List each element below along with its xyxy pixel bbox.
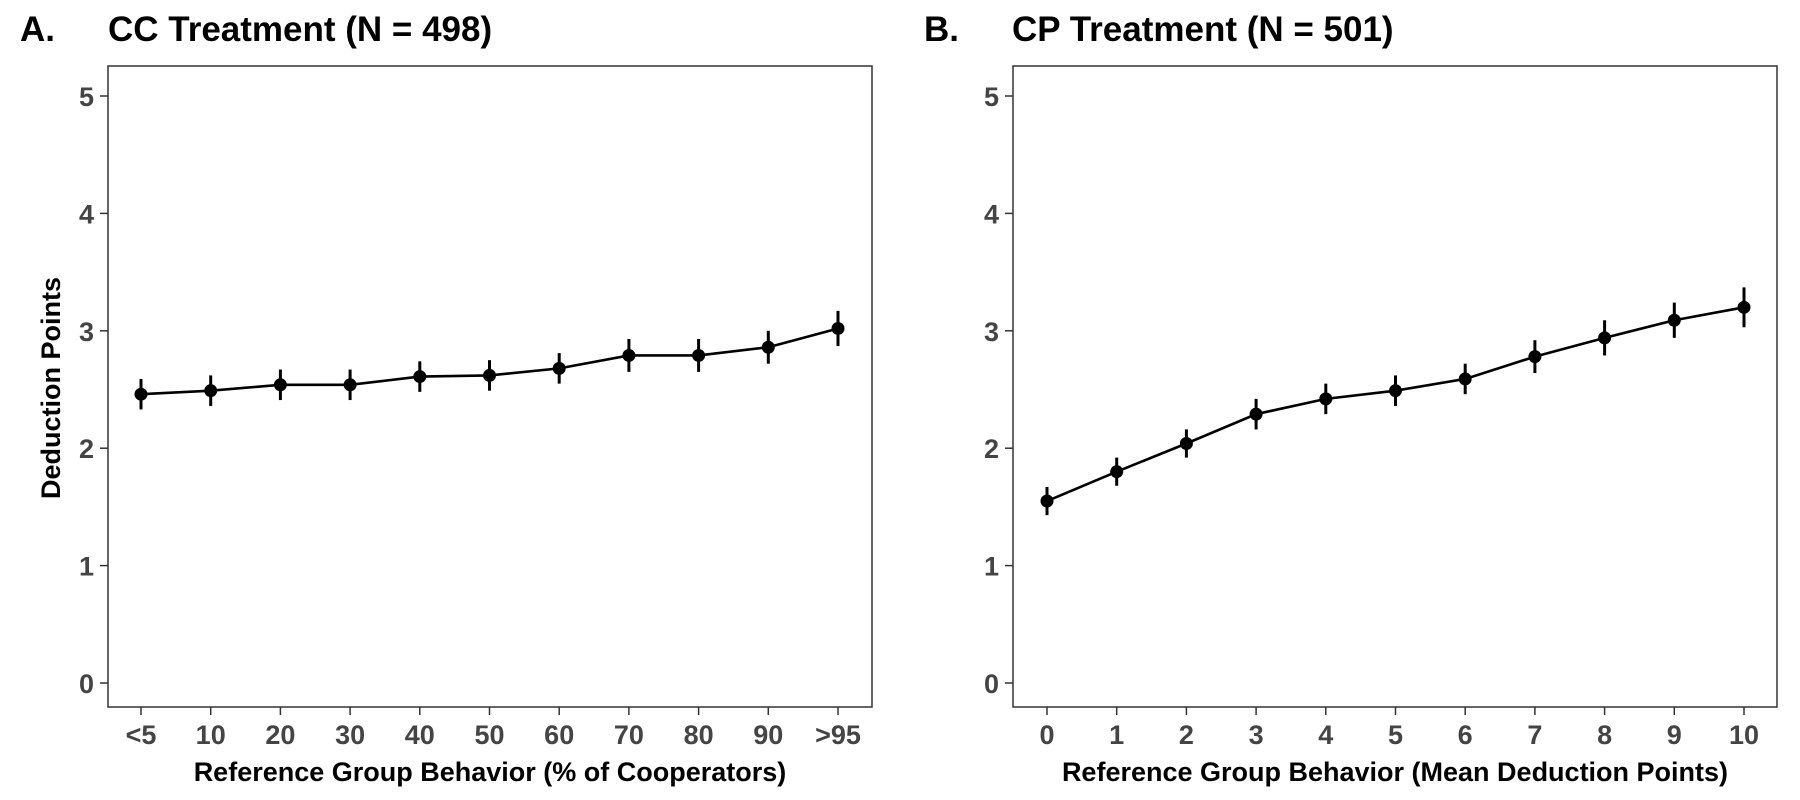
panel-b-data-point: [1179, 437, 1193, 451]
panel-a-data-point: [413, 370, 427, 384]
panel-a-y-ticks: 0 1 2 3 4 5: [79, 82, 108, 699]
panel-a-data-point: [273, 378, 287, 392]
panel-b-y-tick-label: 0: [984, 669, 999, 699]
panel-b-x-axis-title: Reference Group Behavior (Mean Deduction…: [1062, 757, 1728, 787]
panel-b-y-ticks: 0 1 2 3 4 5: [984, 82, 1013, 699]
panel-b-data-point: [1458, 372, 1472, 386]
panel-a-title: CC Treatment (N = 498): [108, 10, 492, 49]
panel-a-y-tick-label: 3: [79, 317, 94, 347]
panel-b-x-tick-label: 0: [1039, 720, 1054, 750]
panel-a-data-point: [204, 384, 218, 398]
panel-a-x-tick-label: 20: [265, 720, 295, 750]
panel-a-data-point: [343, 378, 357, 392]
panel-b-x-tick-label: 5: [1388, 720, 1403, 750]
panel-a-y-tick-label: 1: [79, 552, 94, 582]
panel-b-y-tick-label: 4: [984, 199, 999, 229]
panel-b-y-tick-label: 5: [984, 82, 999, 112]
panel-b-y-tick-label: 3: [984, 317, 999, 347]
panel-a: A. CC Treatment (N = 498) Deduction Poin…: [20, 10, 873, 787]
panel-b-data-point: [1737, 300, 1751, 314]
panel-b-data-point: [1040, 494, 1054, 508]
panel-a-x-tick-label: <5: [126, 720, 157, 750]
panel-a-y-tick-label: 4: [79, 199, 94, 229]
panel-b-title: CP Treatment (N = 501): [1012, 10, 1394, 49]
panel-a-data-point: [831, 321, 845, 335]
panel-b-x-tick-label: 7: [1527, 720, 1542, 750]
panel-b-x-tick-label: 10: [1729, 720, 1759, 750]
panel-a-x-tick-label: 70: [614, 720, 644, 750]
panel-b-data-point: [1667, 313, 1681, 327]
panel-a-y-tick-label: 5: [79, 82, 94, 112]
panel-a-x-tick-label: 50: [474, 720, 504, 750]
panel-b-x-tick-label: 8: [1597, 720, 1612, 750]
panel-a-y-tick-label: 2: [79, 434, 94, 464]
panel-b-x-tick-label: 2: [1179, 720, 1194, 750]
panel-b-x-ticks: 0 1 2 3 4 5 6 7 8 9 10: [1039, 707, 1759, 750]
panel-b-data-point: [1110, 465, 1124, 479]
panel-a-x-ticks: <5 10 20 30 40 50 60 70 80 90 >95: [126, 707, 861, 750]
panel-a-x-tick-label: >95: [815, 720, 861, 750]
panel-b-x-tick-label: 9: [1667, 720, 1682, 750]
panel-a-x-tick-label: 30: [335, 720, 365, 750]
panel-a-y-tick-label: 0: [79, 669, 94, 699]
panel-a-x-axis-title: Reference Group Behavior (% of Cooperato…: [194, 757, 787, 787]
panel-b-x-tick-label: 1: [1109, 720, 1124, 750]
panel-a-letter: A.: [20, 10, 55, 49]
panel-a-data-point: [134, 387, 148, 401]
panel-a-x-tick-label: 40: [405, 720, 435, 750]
panel-b-x-tick-label: 6: [1458, 720, 1473, 750]
panel-b-data-point: [1528, 350, 1542, 364]
panel-b-data-point: [1319, 392, 1333, 406]
panel-b-data-point: [1598, 331, 1612, 345]
panel-b-x-tick-label: 4: [1318, 720, 1333, 750]
panel-a-data-point: [692, 348, 706, 362]
panel-a-data-point: [483, 368, 496, 382]
panel-a-x-tick-label: 80: [684, 720, 714, 750]
panel-b-data-point: [1389, 384, 1402, 398]
panel-a-data-point: [761, 340, 775, 354]
panel-a-x-tick-label: 90: [753, 720, 783, 750]
panel-a-y-axis-title: Deduction Points: [36, 277, 66, 499]
panel-a-x-tick-label: 10: [196, 720, 226, 750]
panel-b-y-tick-label: 1: [984, 552, 999, 582]
panel-a-data-point: [622, 348, 636, 362]
panel-a-x-tick-label: 60: [544, 720, 574, 750]
panel-b-letter: B.: [924, 10, 959, 49]
panel-a-data-point: [552, 361, 566, 375]
panel-b-x-tick-label: 3: [1249, 720, 1264, 750]
panel-b-series: [1040, 287, 1751, 516]
panel-b-y-tick-label: 2: [984, 434, 999, 464]
panel-b-data-point: [1249, 407, 1263, 421]
panel-a-series: [134, 310, 845, 410]
panel-b: B. CP Treatment (N = 501) Reference Grou…: [924, 10, 1778, 787]
